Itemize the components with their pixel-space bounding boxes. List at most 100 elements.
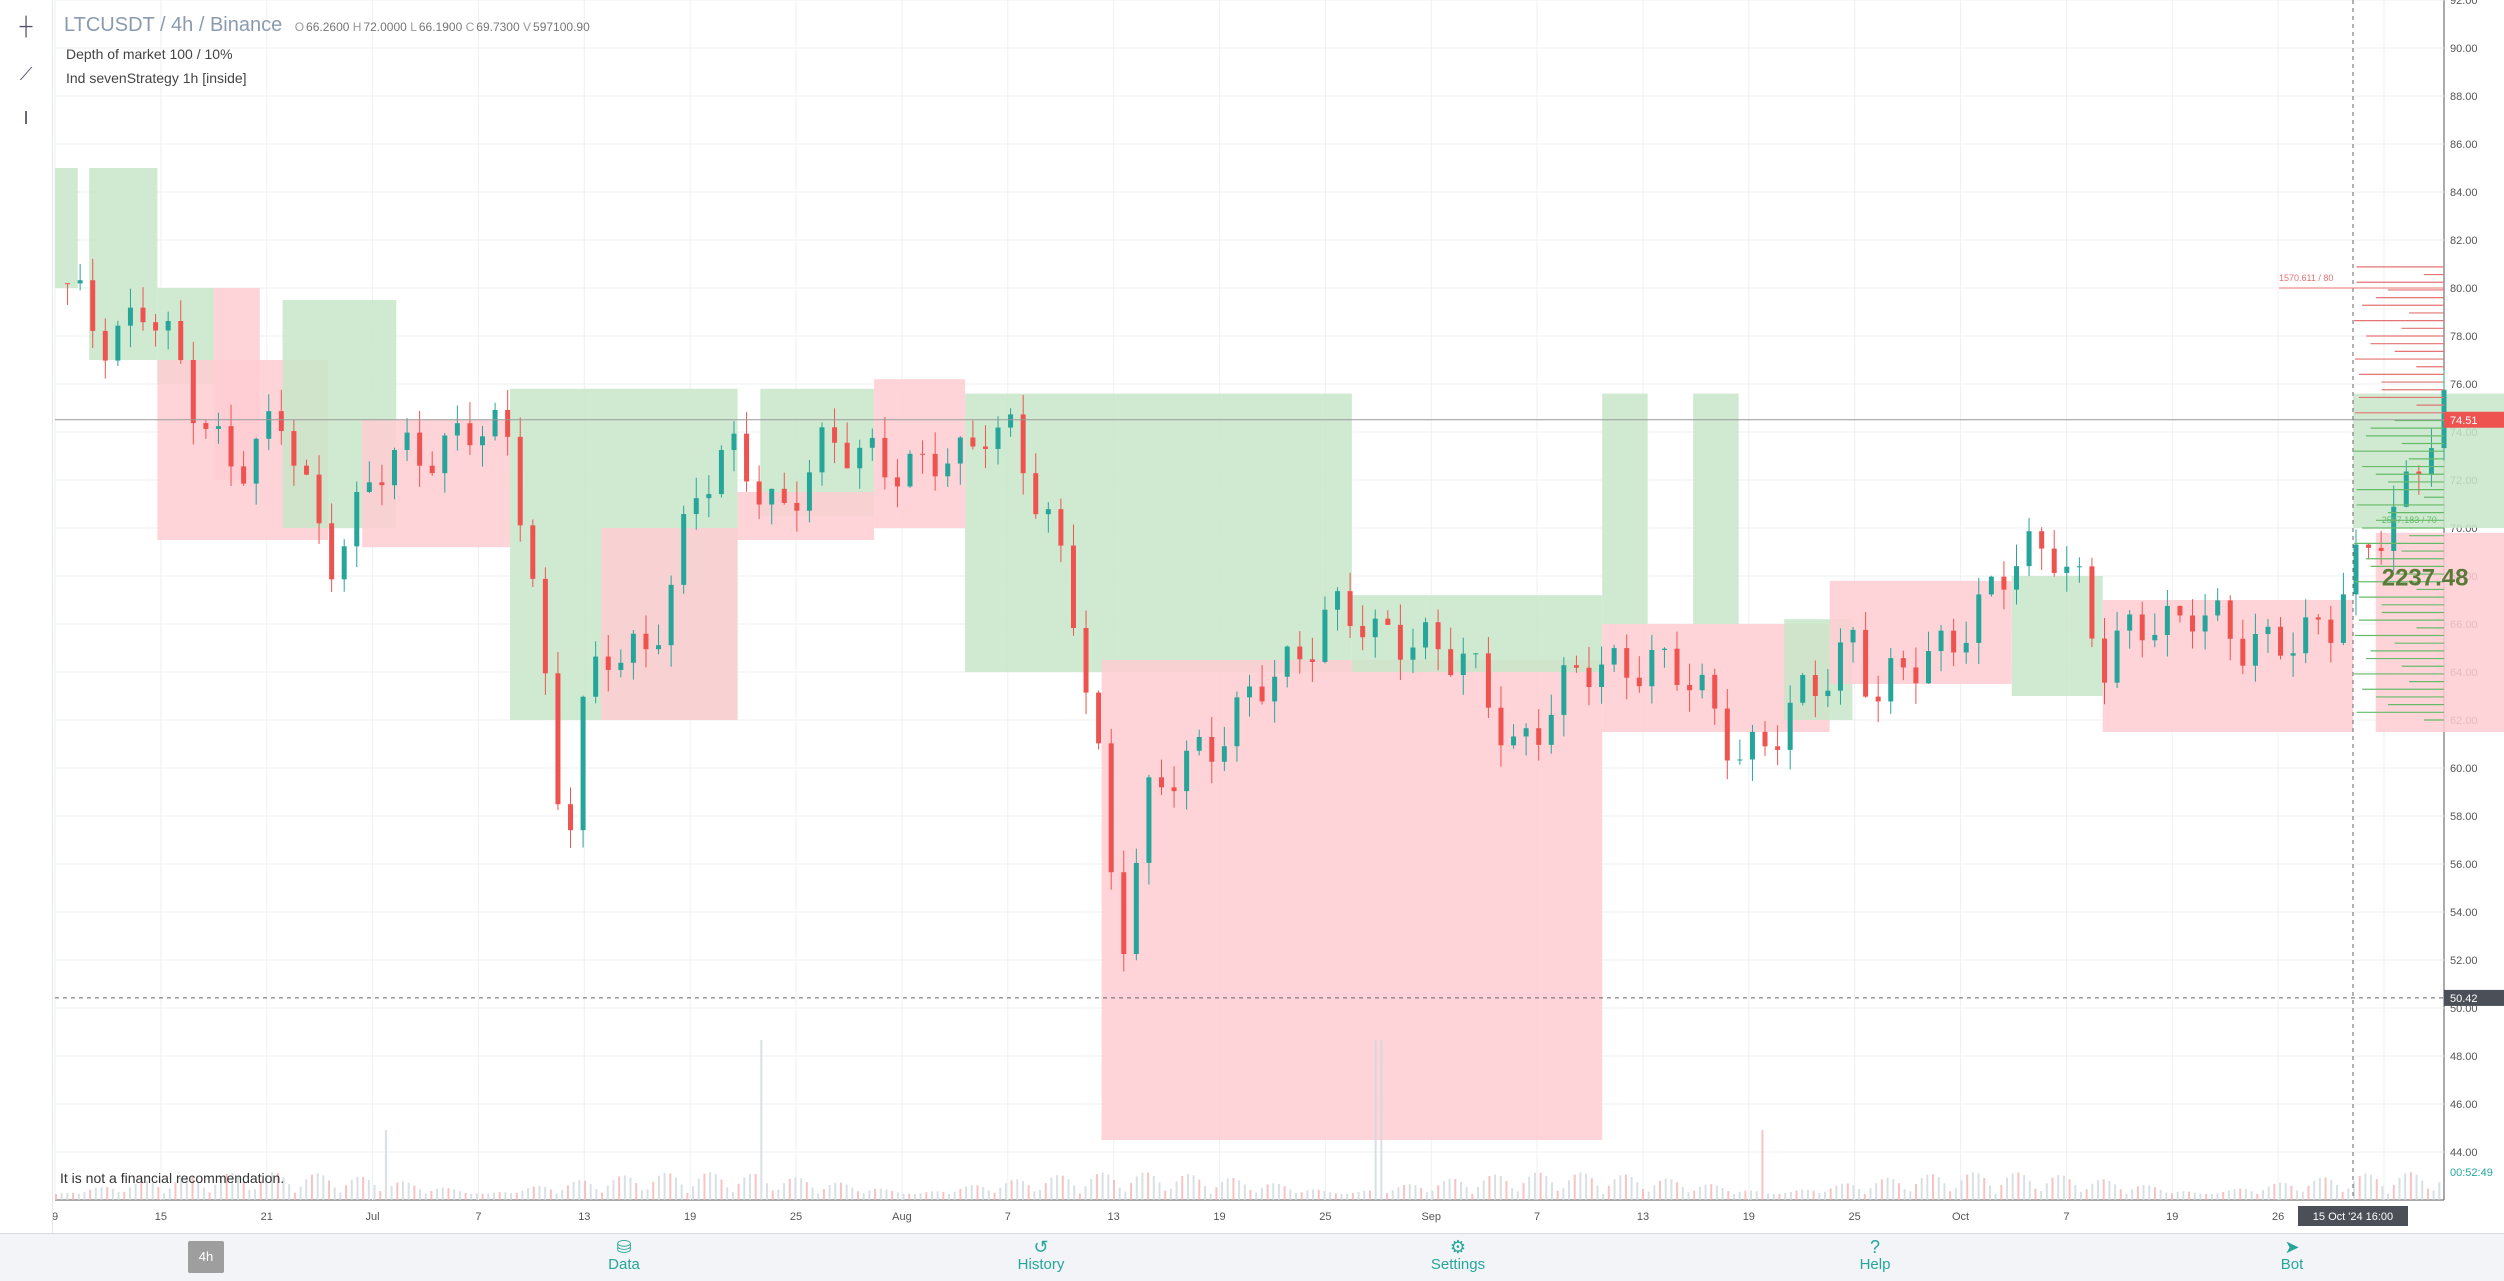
volume-bar [1124,1191,1127,1200]
nav-bot-label: Bot [2280,1256,2304,1273]
volume-bar [913,1193,916,1200]
candle-body [266,411,272,439]
volume-bar [1585,1173,1588,1200]
timeframe-button[interactable]: 4h [188,1241,224,1273]
volume-bar [788,1178,791,1200]
price-chart[interactable]: 44.00 46.00 48.00 50.00 52.00 54.00 56.00 58.00… [0,0,2504,1233]
candle-body [165,321,171,331]
volume-bar [293,1192,296,1200]
volume-bar [1471,1193,1474,1200]
candle-body [580,696,586,831]
volume-bar [2028,1180,2031,1200]
candle-body [480,436,486,446]
y-tick-label: 48.00 [2450,1051,2478,1063]
candle-body [366,482,372,492]
nav-bot[interactable]: ➤ Bot [2232,1238,2352,1273]
current-price-badge [2444,411,2504,428]
volume-bar [1568,1180,1571,1200]
volume-bar [1112,1179,1115,1200]
volume-bar [902,1193,905,1200]
y-tick-label: 50.00 [2450,1003,2478,1015]
volume-bar [999,1187,1002,1200]
volume-bar [2136,1186,2139,1200]
volume-bar [1516,1191,1519,1200]
volume-bar [1249,1189,1252,1200]
candle-body [1737,759,1743,761]
nav-data[interactable]: ⛁ Data [564,1238,684,1273]
x-tick-label: 13 [1637,1211,1649,1223]
candle-body [1070,545,1076,629]
nav-history[interactable]: ↺ History [981,1238,1101,1273]
candle-body [1410,647,1416,660]
volume-bar [225,1173,228,1200]
candle-body [882,437,888,478]
crosshair-icon[interactable]: ┼ [19,16,33,36]
x-tick-label: 19 [2166,1211,2178,1223]
green-zone [89,168,158,360]
volume-bar [401,1181,404,1200]
volume-bar [72,1193,75,1200]
volume-bar [1818,1193,1821,1200]
nav-settings[interactable]: ⚙ Settings [1398,1238,1518,1273]
volume-bar [1044,1183,1047,1200]
volume-bar [629,1177,632,1200]
indicator-strategy[interactable]: Ind sevenStrategy 1h [inside] [66,70,247,86]
volume-bar [709,1172,712,1200]
indicator-depth[interactable]: Depth of market 100 / 10% [66,46,233,62]
volume-bar [2182,1191,2185,1200]
volume-bar [2261,1190,2264,1200]
volume-bar [2062,1175,2065,1200]
red-zone [1829,580,2012,684]
candle-body [115,325,121,361]
volume-bar [322,1175,325,1200]
trendline-icon[interactable]: ⟋ [19,64,33,84]
symbol-title[interactable]: LTCUSDT / 4h / Binance [64,14,283,36]
volume-bar [948,1193,951,1200]
x-tick-label: 7 [2063,1211,2069,1223]
volume-bar [1528,1176,1531,1200]
volume-bar [1909,1191,1912,1200]
volume-bar [373,1184,376,1200]
candle-body [1209,736,1215,762]
volume-bar [1095,1174,1098,1200]
candle-body [2190,615,2196,632]
volume-bar [919,1193,922,1200]
candle-body [1749,731,1755,760]
volume-bar [1374,1040,1377,1200]
candle-body [1536,728,1542,745]
volume-bar [2239,1188,2242,1200]
candle-body [1096,692,1102,744]
volume-bar [328,1180,331,1200]
volume-bar [66,1192,69,1200]
volume-bar [1431,1190,1434,1200]
candle-body [781,488,787,503]
text-cursor-icon[interactable]: Ⅰ [23,108,29,128]
volume-bar [1602,1193,1605,1200]
volume-bar [1732,1193,1735,1200]
candle-body [1724,708,1730,761]
volume-bar [1915,1184,1918,1200]
candle-body [1423,622,1429,648]
candle-body [1636,677,1642,687]
volume-bar [1255,1192,1258,1200]
y-tick-label: 88.00 [2450,91,2478,103]
volume-bar [959,1188,962,1200]
volume-bar [1363,1190,1366,1200]
crosshair-time-badge [2297,1206,2408,1226]
candle-body [253,438,259,484]
volume-bar [657,1175,660,1200]
nav-help[interactable]: ? Help [1815,1238,1935,1273]
volume-value: 597100.90 [533,20,590,34]
y-tick-label: 58.00 [2450,811,2478,823]
candle-body [970,437,976,447]
candle-body [241,466,247,484]
volume-bar [2432,1190,2435,1200]
volume-bar [197,1181,200,1200]
volume-bar [191,1177,194,1200]
volume-bar [589,1183,592,1200]
volume-bar [606,1185,609,1200]
candle-body [2001,576,2007,590]
volume-bar [441,1187,444,1200]
volume-bar [2392,1184,2395,1200]
volume-bar [896,1192,899,1200]
